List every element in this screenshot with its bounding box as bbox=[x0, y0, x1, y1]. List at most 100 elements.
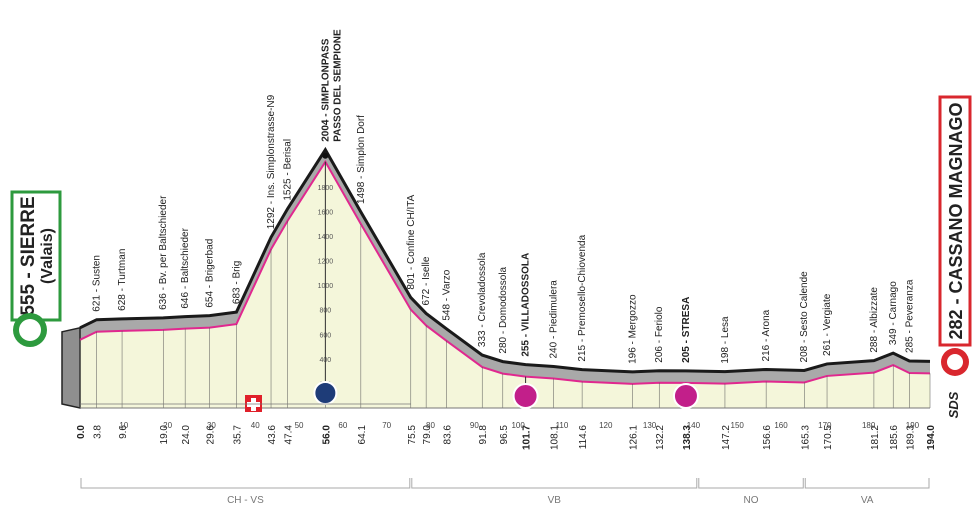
x-tick-label: 79.0 bbox=[422, 425, 433, 445]
finish-banner: 282 - CASSANO MAGNAGO SDS bbox=[938, 95, 972, 418]
x-tick-label: 101.7 bbox=[522, 425, 533, 450]
waypoint-label: 261 - Vergiate bbox=[822, 293, 833, 356]
minor-x-tick-label: 80 bbox=[426, 421, 435, 430]
minor-x-tick-label: 130 bbox=[643, 421, 657, 430]
sprint-marker bbox=[672, 383, 699, 409]
start-subtitle: (Valais) bbox=[39, 228, 56, 284]
waypoint-label: 1292 - Ins. Simplonstrasse-N9 bbox=[266, 94, 277, 229]
sprint-marker bbox=[512, 383, 539, 409]
summit-subtitle: PASSO DEL SEMPIONE bbox=[332, 29, 343, 142]
logo: SDS bbox=[946, 391, 961, 418]
profile-line bbox=[79, 159, 931, 385]
x-tick-label: 29.6 bbox=[206, 425, 217, 445]
waypoint-label: 333 - Crevoladossola bbox=[477, 252, 488, 347]
waypoint-label: 636 - Bv. per Baltschieder bbox=[158, 195, 169, 310]
waypoint-label: 628 - Turtman bbox=[117, 249, 128, 311]
waypoint-label: 196 - Mergozzo bbox=[628, 294, 639, 364]
minor-x-tick-label: 50 bbox=[295, 421, 304, 430]
waypoint-label: 683 - Brig bbox=[231, 261, 242, 304]
waypoint-label: 206 - Feriolo bbox=[654, 306, 665, 363]
x-tick-label: 132.2 bbox=[655, 425, 666, 450]
region-bracket bbox=[698, 478, 804, 489]
x-tick-label: 75.5 bbox=[407, 425, 418, 445]
x-tick-label: 96.5 bbox=[499, 425, 510, 445]
x-tick-label: 138.3 bbox=[682, 425, 693, 450]
x-tick-label: 9.6 bbox=[118, 425, 129, 439]
waypoint-label: 1498 - Simplon Dorf bbox=[356, 115, 367, 204]
profile-edge bbox=[79, 146, 931, 374]
minor-x-tick-label: 20 bbox=[163, 421, 172, 430]
waypoint-label: 349 - Carnago bbox=[888, 281, 899, 345]
waypoint-label: 288 - Albizzate bbox=[869, 287, 880, 353]
x-tick-label: 189.3 bbox=[905, 425, 916, 450]
x-tick-label: 108.1 bbox=[550, 425, 561, 450]
border-flag-cross bbox=[247, 398, 260, 411]
start-wall bbox=[61, 326, 81, 409]
minor-x-tick-label: 10 bbox=[119, 421, 128, 430]
waypoint-label: 255 - VILLADOSSOLA bbox=[521, 253, 532, 357]
waypoint-label: 240 - Piedimulera bbox=[549, 280, 560, 359]
waypoint-label: 216 - Arona bbox=[761, 309, 772, 361]
minor-x-tick-label: 70 bbox=[382, 421, 391, 430]
x-tick-label: 165.3 bbox=[800, 425, 811, 450]
waypoint-label: 205 - STRESA bbox=[681, 297, 692, 363]
x-tick-label: 3.8 bbox=[93, 425, 104, 439]
x-tick-label: 0.0 bbox=[76, 425, 87, 439]
x-tick-label: 24.0 bbox=[181, 425, 192, 445]
x-tick-label: 19.0 bbox=[159, 425, 170, 445]
x-tick-label: 170.5 bbox=[823, 425, 834, 450]
waypoint-label: 208 - Sesto Calende bbox=[799, 271, 810, 363]
profile-fill bbox=[80, 161, 930, 408]
waypoint-label: 198 - Lesa bbox=[720, 316, 731, 364]
kom-marker bbox=[313, 381, 338, 405]
x-tick-label: 83.6 bbox=[442, 425, 453, 445]
x-tick-label: 91.8 bbox=[478, 425, 489, 445]
waypoint-label: 621 - Susten bbox=[92, 255, 103, 312]
waypoint-label: 801 - Confine CH/ITA bbox=[406, 194, 417, 289]
minor-x-tick-label: 160 bbox=[774, 421, 788, 430]
waypoint-label: 280 - Domodossola bbox=[498, 266, 509, 353]
x-tick-label: 147.2 bbox=[721, 425, 732, 450]
waypoint-label: 1525 - Berisal bbox=[283, 139, 294, 201]
waypoint-label: 215 - Premosello-Chiovenda bbox=[577, 234, 588, 361]
finish-icon-inner bbox=[947, 354, 963, 370]
waypoint-label: 2004 - SIMPLONPASS bbox=[320, 38, 331, 142]
waypoint-label: 646 - Baltschieder bbox=[180, 227, 191, 308]
x-tick-label: 194.0 bbox=[926, 425, 937, 450]
minor-x-tick-label: 150 bbox=[731, 421, 745, 430]
x-tick-label: 56.0 bbox=[321, 425, 332, 445]
x-tick-label: 114.6 bbox=[578, 425, 589, 450]
start-label: 555 - SIERRE bbox=[18, 196, 39, 315]
finish-label: 282 - CASSANO MAGNAGO bbox=[946, 102, 966, 339]
waypoint-label: 285 - Peveranza bbox=[904, 279, 915, 353]
waypoint-label: 672 - Iselle bbox=[421, 256, 432, 305]
minor-x-tick-label: 60 bbox=[338, 421, 347, 430]
region-bracket bbox=[804, 478, 930, 489]
waypoint-label: 654 - Brigerbad bbox=[205, 239, 216, 308]
x-tick-label: 156.6 bbox=[762, 425, 773, 450]
profile-relief bbox=[80, 149, 930, 384]
x-tick-label: 185.6 bbox=[889, 425, 900, 450]
x-tick-label: 181.2 bbox=[870, 425, 881, 450]
region-bracket bbox=[411, 478, 698, 489]
x-tick-label: 64.1 bbox=[357, 425, 368, 445]
start-banner: 555 - SIERRE (Valais) bbox=[10, 190, 62, 347]
minor-x-tick-label: 120 bbox=[599, 421, 613, 430]
minor-x-tick-label: 170 bbox=[818, 421, 832, 430]
x-tick-label: 43.6 bbox=[267, 425, 278, 445]
summit-dot bbox=[322, 152, 329, 159]
region-label: CH - VS bbox=[227, 495, 264, 506]
minor-x-tick-label: 190 bbox=[906, 421, 920, 430]
minor-x-tick-label: 90 bbox=[470, 421, 479, 430]
minor-x-tick-label: 110 bbox=[556, 421, 569, 430]
region-label: VB bbox=[548, 495, 562, 506]
x-tick-label: 47.4 bbox=[284, 425, 295, 445]
minor-x-tick-label: 40 bbox=[251, 421, 260, 430]
region-label: NO bbox=[744, 495, 759, 506]
minor-x-tick-label: 30 bbox=[207, 421, 216, 430]
waypoint-label: 548 - Varzo bbox=[441, 269, 452, 320]
x-tick-label: 35.7 bbox=[232, 425, 243, 445]
x-tick-label: 126.1 bbox=[629, 425, 640, 450]
start-icon-inner bbox=[19, 319, 41, 341]
